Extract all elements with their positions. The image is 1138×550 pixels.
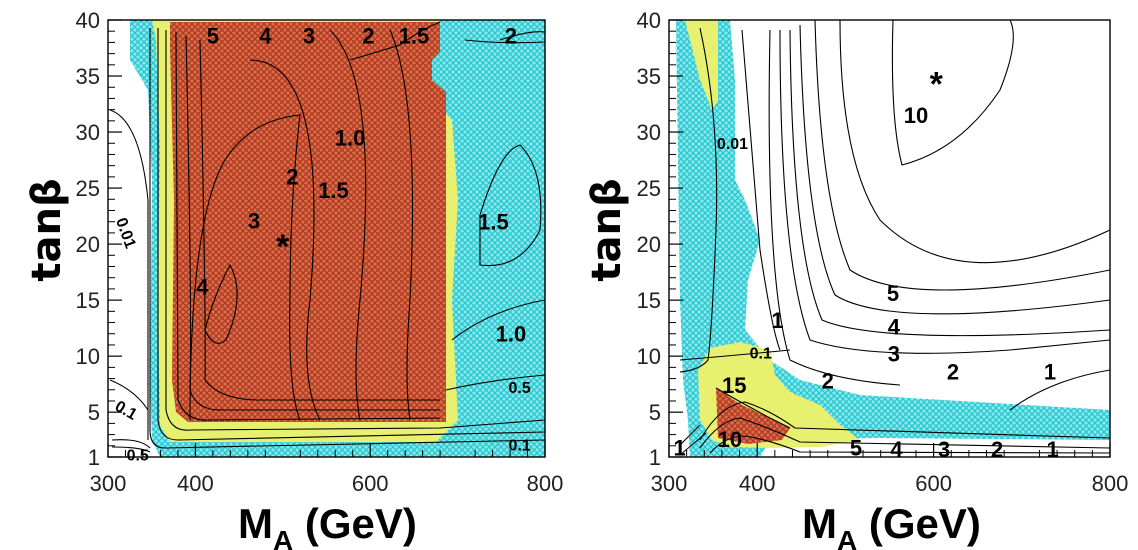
right-best-point-marker: * (930, 66, 944, 104)
left-x-axis-label-main: M (238, 500, 273, 547)
left-x-axis-label-sub: A (273, 525, 293, 550)
right-y-tick-label: 35 (637, 64, 661, 89)
right-y-tick-label: 30 (637, 120, 661, 145)
left-y-tick-label: 5 (88, 400, 100, 425)
right-contour-label: 10 (904, 103, 928, 128)
right-y-tick-label: 25 (637, 176, 661, 201)
right-contour-label: 1 (1047, 437, 1059, 462)
right-x-tick-label: 300 (651, 471, 688, 496)
right-contour-label: 2 (822, 369, 834, 394)
right-x-tick-label: 600 (915, 471, 952, 496)
right-x-axis-label-main: M (802, 500, 837, 547)
left-y-tick-label: 15 (76, 288, 100, 313)
right-contour-label: 3 (888, 342, 900, 367)
right-contour-label: 15 (722, 373, 746, 398)
right-y-tick-label: 40 (637, 8, 661, 33)
left-x-axis-label: MA (GeV) (238, 500, 417, 550)
left-y-tick-label: 10 (76, 344, 100, 369)
left-contour-label: 2 (286, 165, 298, 190)
left-contour-label: 3 (248, 208, 260, 233)
right-contour-label: 4 (888, 315, 901, 340)
right-x-axis-label-sub: A (837, 525, 857, 550)
right-contour-label: 2 (947, 360, 959, 385)
left-x-tick-label: 400 (177, 471, 214, 496)
left-y-tick-label: 30 (76, 120, 100, 145)
right-x-tick-label: 800 (1092, 471, 1129, 496)
right-contour-label: 1 (673, 436, 685, 461)
left-y-axis-label: tanβ (24, 178, 70, 281)
left-contour-label: 2 (362, 23, 374, 48)
left-contour-label: 1.0 (335, 125, 366, 150)
left-contour-label: 0.1 (112, 398, 140, 424)
left-x-tick-label: 300 (90, 471, 127, 496)
left-x-axis-label-unit: (GeV) (293, 500, 417, 547)
left-x-tick-label: 800 (527, 471, 564, 496)
left-contour-label: 5 (207, 23, 219, 48)
left-contour-label: 1.5 (318, 178, 349, 203)
right-contour-lines (679, 20, 1110, 456)
left-contour-label: 4 (196, 274, 209, 299)
right-contour-label: 2 (991, 437, 1003, 462)
left-y-tick-label: 25 (76, 176, 100, 201)
right-y-tick-label: 10 (637, 344, 661, 369)
left-y-tick-label: 1 (88, 445, 100, 470)
right-y-tick-label: 20 (637, 232, 661, 257)
right-contour-label: 5 (887, 281, 899, 306)
right-contour-label: 3 (938, 437, 950, 462)
left-contour-label: 4 (259, 23, 272, 48)
right-contour-label: 4 (890, 437, 903, 462)
left-y-tick-label: 40 (76, 8, 100, 33)
right-y-axis-label: tanβ (584, 178, 630, 281)
right-y-tick-label: 5 (649, 400, 661, 425)
left-contour-lines (109, 21, 545, 453)
left-y-tick-label: 20 (76, 232, 100, 257)
left-plot-frame (107, 19, 546, 458)
left-contour-label: 1.5 (478, 209, 509, 234)
left-contour-label: 3 (303, 23, 315, 48)
right-contour-label: 10 (718, 427, 742, 452)
right-y-tick-label: 15 (637, 288, 661, 313)
left-contour-label: 1.5 (399, 23, 430, 48)
right-x-axis-label: MA (GeV) (802, 500, 981, 550)
left-contour-label: 1.0 (496, 321, 527, 346)
left-best-point-marker: * (276, 228, 290, 266)
left-contour-label: 2 (505, 23, 517, 48)
right-contour-label: 1 (771, 308, 783, 333)
left-contour-label: 0.1 (509, 437, 531, 454)
right-plot-frame (668, 19, 1111, 458)
left-region-red (170, 22, 446, 422)
right-contour-label: 0.01 (717, 136, 748, 153)
left-contour-label: 0.5 (127, 447, 149, 464)
right-contour-label: 0.1 (750, 345, 772, 362)
left-x-tick-label: 600 (352, 471, 389, 496)
left-contour-label: 0.01 (112, 216, 139, 251)
right-y-tick-label: 1 (649, 445, 661, 470)
left-y-tick-label: 35 (76, 64, 100, 89)
left-contour-label: 0.5 (509, 380, 531, 397)
left-regions (130, 20, 545, 457)
right-contour-label: 1 (1044, 360, 1056, 385)
right-contour-label: 5 (850, 436, 862, 461)
right-x-tick-label: 400 (739, 471, 776, 496)
right-x-axis-label-unit: (GeV) (857, 500, 981, 547)
